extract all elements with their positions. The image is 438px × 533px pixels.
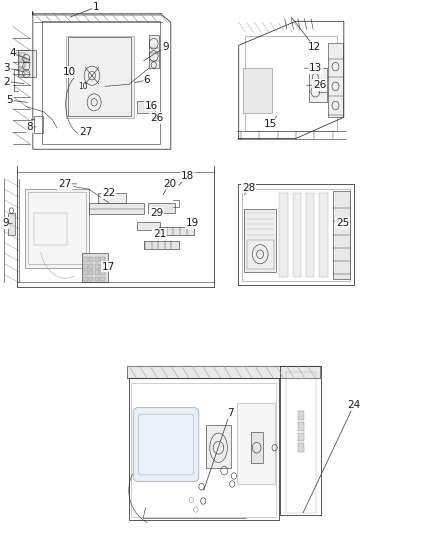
Bar bbox=[89, 270, 93, 275]
Text: 7: 7 bbox=[226, 408, 233, 418]
Bar bbox=[319, 193, 328, 277]
Bar bbox=[247, 240, 274, 269]
Bar bbox=[144, 241, 179, 249]
Bar bbox=[25, 189, 89, 268]
Text: 8: 8 bbox=[26, 122, 33, 132]
Text: 25: 25 bbox=[336, 218, 349, 228]
Bar bbox=[245, 36, 337, 131]
Bar bbox=[100, 277, 105, 281]
Text: 10: 10 bbox=[78, 82, 88, 91]
Bar bbox=[95, 277, 99, 281]
Bar bbox=[83, 277, 88, 281]
Bar bbox=[279, 193, 288, 277]
Bar bbox=[98, 193, 126, 203]
Bar bbox=[83, 264, 88, 269]
Text: 12: 12 bbox=[308, 42, 321, 52]
Text: 19: 19 bbox=[186, 218, 199, 228]
Text: 28: 28 bbox=[242, 183, 255, 192]
Bar bbox=[131, 383, 276, 517]
Text: 15: 15 bbox=[264, 119, 277, 128]
Bar bbox=[137, 222, 160, 230]
Bar bbox=[237, 403, 275, 484]
Text: 1: 1 bbox=[93, 2, 100, 12]
Text: 9: 9 bbox=[162, 42, 169, 52]
Bar bbox=[306, 193, 314, 277]
Text: 27: 27 bbox=[79, 127, 92, 137]
Bar bbox=[83, 257, 88, 262]
Bar bbox=[244, 209, 276, 272]
Bar bbox=[149, 35, 159, 68]
Bar bbox=[100, 264, 105, 269]
FancyBboxPatch shape bbox=[133, 408, 199, 481]
Bar bbox=[19, 53, 25, 59]
Bar bbox=[100, 270, 105, 275]
Text: 27: 27 bbox=[58, 179, 71, 189]
Bar bbox=[89, 257, 93, 262]
Text: 4: 4 bbox=[9, 49, 16, 58]
Bar bbox=[95, 264, 99, 269]
Bar bbox=[95, 270, 99, 275]
Text: 5: 5 bbox=[6, 95, 13, 105]
Text: 10: 10 bbox=[63, 67, 76, 77]
Text: 9: 9 bbox=[2, 219, 9, 228]
Bar bbox=[251, 432, 263, 463]
Text: 26: 26 bbox=[313, 80, 326, 90]
Bar bbox=[89, 264, 93, 269]
Bar bbox=[19, 69, 25, 76]
Bar bbox=[328, 43, 343, 117]
Bar bbox=[8, 213, 15, 235]
Bar bbox=[82, 253, 108, 282]
Bar bbox=[42, 21, 160, 144]
Bar bbox=[89, 277, 93, 281]
Bar bbox=[148, 203, 175, 213]
Bar bbox=[298, 411, 304, 420]
Bar bbox=[100, 257, 105, 262]
Bar bbox=[83, 270, 88, 275]
Bar bbox=[66, 36, 134, 118]
Text: 24: 24 bbox=[347, 400, 360, 410]
Text: 16: 16 bbox=[145, 101, 158, 110]
Bar bbox=[89, 203, 144, 214]
Bar bbox=[34, 116, 43, 133]
Bar bbox=[298, 422, 304, 431]
Bar bbox=[242, 189, 350, 281]
Bar bbox=[137, 101, 155, 113]
Bar bbox=[18, 50, 36, 77]
Text: 18: 18 bbox=[181, 171, 194, 181]
Text: 17: 17 bbox=[102, 262, 115, 271]
Bar bbox=[159, 227, 194, 235]
Bar bbox=[298, 433, 304, 441]
Bar bbox=[298, 443, 304, 452]
Text: 29: 29 bbox=[150, 208, 163, 218]
Bar bbox=[243, 68, 272, 113]
Text: 21: 21 bbox=[153, 229, 166, 239]
Text: 26: 26 bbox=[150, 113, 163, 123]
Text: 6: 6 bbox=[143, 75, 150, 85]
Bar bbox=[28, 192, 86, 264]
Bar bbox=[286, 372, 316, 513]
Text: 20: 20 bbox=[163, 179, 177, 189]
Bar bbox=[34, 213, 67, 245]
Text: 2: 2 bbox=[3, 77, 10, 86]
Polygon shape bbox=[127, 366, 320, 378]
Text: 22: 22 bbox=[102, 188, 115, 198]
Bar bbox=[333, 191, 350, 279]
Bar bbox=[19, 61, 25, 67]
Text: 13: 13 bbox=[309, 63, 322, 73]
Bar bbox=[206, 425, 231, 468]
Bar bbox=[68, 37, 131, 116]
Bar bbox=[309, 68, 327, 102]
Bar bbox=[293, 193, 301, 277]
Text: 3: 3 bbox=[3, 63, 10, 72]
Bar bbox=[95, 257, 99, 262]
